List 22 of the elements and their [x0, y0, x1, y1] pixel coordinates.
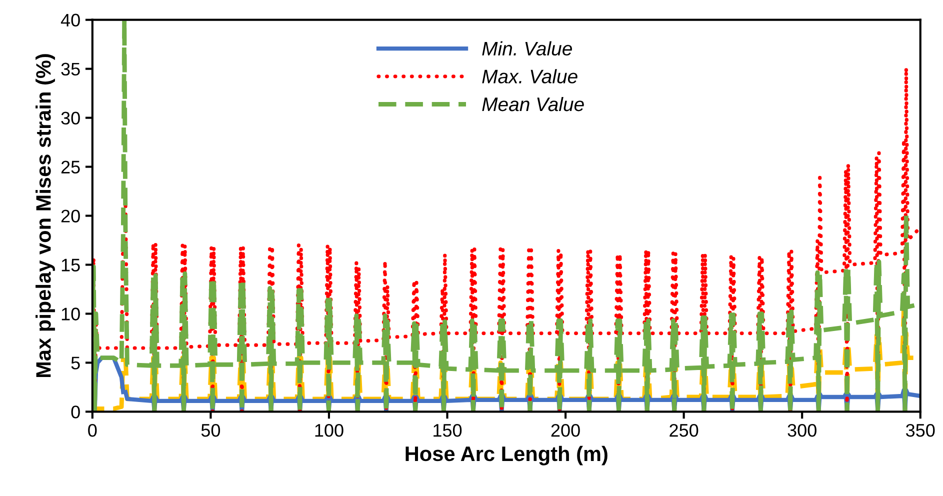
x-axis-title: Hose Arc Length (m)	[406, 446, 608, 466]
legend-label: Mean Value	[482, 96, 584, 112]
x-tick-label: 150	[434, 424, 462, 437]
y-tick-label: 35	[61, 62, 80, 76]
legend-label: Max. Value	[482, 69, 578, 84]
y-tick-label: 5	[71, 356, 80, 370]
y-tick-label: 25	[61, 160, 80, 174]
y-tick-label: 15	[62, 258, 80, 272]
x-tick-label: 250	[670, 424, 698, 437]
x-tick-label: 100	[315, 424, 344, 437]
y-axis-title: Max pipelay von Mises strain (%)	[36, 54, 55, 378]
x-tick-label: 0	[88, 424, 97, 437]
x-tick-label: 350	[906, 424, 935, 437]
y-tick-label: 30	[61, 112, 80, 125]
y-tick-label: 0	[71, 406, 80, 418]
y-tick-label: 20	[61, 210, 80, 222]
x-tick-label: 200	[551, 424, 580, 437]
x-tick-label: 300	[788, 424, 816, 437]
x-tick-label: 50	[201, 424, 220, 437]
legend-label: Min. Value	[482, 41, 572, 56]
y-tick-label: 10	[62, 308, 80, 320]
y-tick-label: 40	[60, 14, 80, 27]
